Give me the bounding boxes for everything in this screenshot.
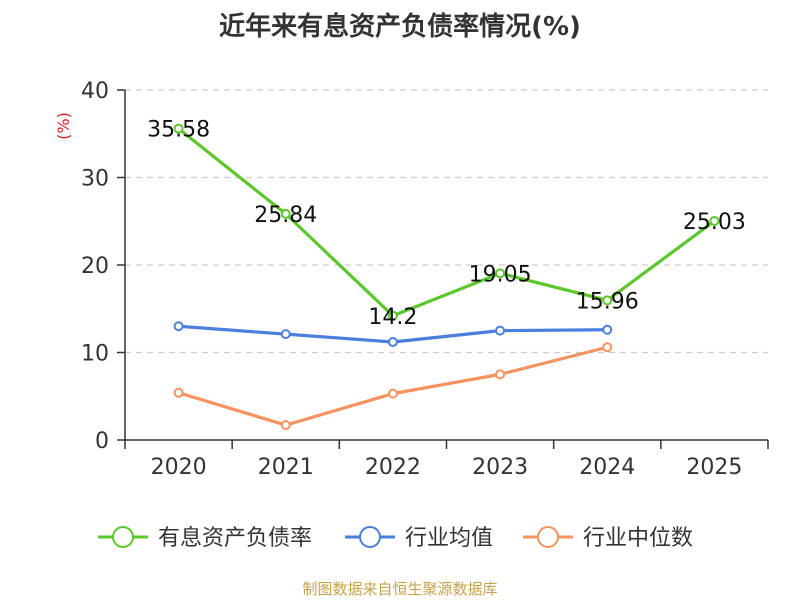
series-line [178,345,608,427]
data-point [173,387,184,398]
data-point [387,388,398,399]
x-tick-label: 2023 [472,455,528,480]
data-label: 35.58 [147,118,210,143]
data-label: 15.96 [576,289,639,314]
y-axis-label: (%) [54,112,73,140]
data-source-note: 制图数据来自恒生聚源数据库 [302,580,498,598]
data-point [280,420,291,431]
x-tick-label: 2020 [151,455,207,480]
series-line [177,127,716,318]
legend-label: 行业中位数 [583,526,693,551]
data-label: 25.03 [683,210,746,235]
data-point [387,310,398,321]
y-tick-label: 30 [81,167,109,192]
x-tick-label: 2022 [365,455,421,480]
x-tick-label: 2024 [579,455,635,480]
x-tick-label: 2025 [686,455,742,480]
y-tick-label: 10 [81,342,109,367]
data-point [495,369,506,380]
data-point [173,321,184,332]
data-point [280,329,291,340]
y-tick-label: 20 [81,254,109,279]
data-point [495,268,506,279]
data-point [495,325,506,336]
legend-label: 有息资产负债率 [158,526,312,551]
data-point [280,208,291,219]
legend-item: 行业均值 [345,526,493,551]
legend-item: 有息资产负债率 [98,526,312,551]
legend-item: 行业中位数 [523,526,693,551]
x-tick-label: 2021 [258,455,314,480]
data-point [173,123,184,134]
legend-marker [359,526,381,548]
data-label: 25.84 [254,203,317,228]
y-tick-label: 0 [95,429,109,454]
data-point [709,215,720,226]
legend-marker [112,526,134,548]
data-point [602,295,613,306]
legend-marker [537,526,559,548]
y-tick-label: 40 [81,79,109,104]
chart-title: 近年来有息资产负债率情况(%) [219,12,581,42]
data-label: 19.05 [469,262,532,287]
data-point [387,337,398,347]
data-label: 14.2 [368,305,417,330]
legend-label: 行业均值 [405,526,493,551]
data-point [602,342,613,353]
data-point [602,324,613,335]
